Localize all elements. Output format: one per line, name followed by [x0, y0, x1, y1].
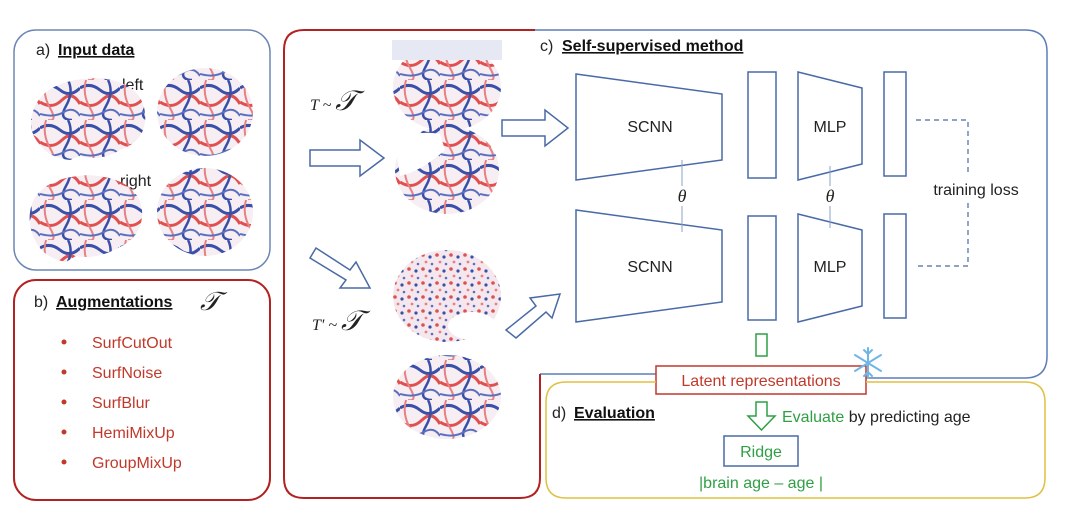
panel-augmentations: b) Augmentations 𝒯 SurfCutOut SurfNoise …	[13, 279, 271, 501]
bullet	[61, 339, 67, 345]
panel-b-title: Augmentations	[56, 294, 173, 311]
augmentation-item: SurfNoise	[92, 365, 162, 382]
transform-t-prime-label: T' ~ 𝒯	[312, 306, 371, 337]
panel-a-border	[13, 29, 271, 271]
latent-box	[655, 365, 867, 395]
brain-right-sphere	[157, 168, 253, 256]
cutout-mask-2	[396, 132, 445, 176]
panel-d-letter: d)	[552, 405, 566, 422]
panel-evaluation: d) Evaluation Evaluate by predicting age…	[545, 381, 1046, 499]
arrow-to-scnn-bottom	[504, 293, 562, 339]
ridge-label: Ridge	[740, 444, 782, 461]
theta-scnn: θ	[678, 186, 687, 206]
panel-c-title: Self-supervised method	[562, 38, 743, 55]
augmentation-item: GroupMixUp	[92, 455, 182, 472]
panel-b-letter: b)	[34, 294, 48, 311]
representation-bar-top	[747, 71, 777, 179]
bullet	[61, 369, 67, 375]
scnn-encoder-bottom	[575, 209, 723, 323]
training-loss-label: training loss	[933, 182, 1018, 199]
latent-representations: Latent representations	[655, 347, 882, 395]
augmented-sphere-1	[393, 43, 501, 131]
panel-b-border	[13, 279, 271, 501]
augmentation-item: SurfBlur	[92, 395, 150, 412]
bullet	[61, 459, 67, 465]
mlp-label-top: MLP	[814, 119, 847, 136]
brain-left-lateral	[31, 78, 146, 160]
panel-d-border	[545, 381, 1046, 499]
mlp-head-top	[797, 71, 863, 181]
panel-c-border-blue	[535, 29, 1048, 379]
panel-a-letter: a)	[36, 42, 50, 59]
scnn-label-top: SCNN	[627, 119, 672, 136]
theta-mlp: θ	[826, 186, 835, 206]
snowflake-icon	[854, 347, 882, 379]
cutout-mask-3	[448, 312, 496, 340]
panel-d-title: Evaluation	[574, 405, 655, 422]
right-hemisphere-label: right	[120, 173, 152, 190]
projection-bar-top	[883, 71, 907, 177]
latent-label: Latent representations	[681, 373, 840, 390]
panel-c-border-red	[283, 29, 541, 499]
projection-bar-bottom	[883, 213, 907, 319]
cutout-mask-1	[392, 40, 502, 60]
arrow-to-ridge	[746, 401, 777, 432]
augmentation-list: SurfCutOut SurfNoise SurfBlur HemiMixUp …	[61, 335, 182, 472]
theta-bg-scnn	[672, 186, 692, 206]
panel-a-title: Input data	[58, 42, 135, 59]
arrow-lower-augment	[308, 246, 372, 289]
scnn-encoder-top	[575, 73, 723, 181]
representation-bar-bottom	[747, 215, 777, 321]
brain-right-lateral	[29, 175, 143, 262]
augmentation-symbol: 𝒯	[200, 287, 228, 316]
transform-t-label: T ~ 𝒯	[310, 86, 365, 117]
scnn-label-bottom: SCNN	[627, 259, 672, 276]
ridge-box	[723, 435, 799, 467]
training-loss-bg	[920, 176, 1032, 202]
panel-c-letter: c)	[540, 38, 553, 55]
mlp-head-bottom	[797, 213, 863, 323]
arrow-to-scnn-top	[501, 108, 570, 148]
augmentation-item: HemiMixUp	[92, 425, 175, 442]
latent-connector	[755, 333, 768, 357]
theta-bg-mlp	[820, 186, 840, 206]
bullet	[61, 429, 67, 435]
mlp-label-bottom: MLP	[814, 259, 847, 276]
arrow-upper-augment	[309, 138, 386, 178]
panel-input-data: a) Input data left right	[13, 29, 271, 271]
evaluate-caption: Evaluate by predicting age	[782, 409, 971, 426]
augmentation-item: SurfCutOut	[92, 335, 173, 352]
bullet	[61, 399, 67, 405]
brain-left-sphere	[157, 68, 253, 156]
panel-self-supervised: c) Self-supervised method T ~ 𝒯 T' ~ 𝒯 S…	[283, 29, 1048, 499]
metric-label: |brain age – age |	[699, 475, 823, 492]
augmented-sphere-4	[393, 355, 501, 439]
